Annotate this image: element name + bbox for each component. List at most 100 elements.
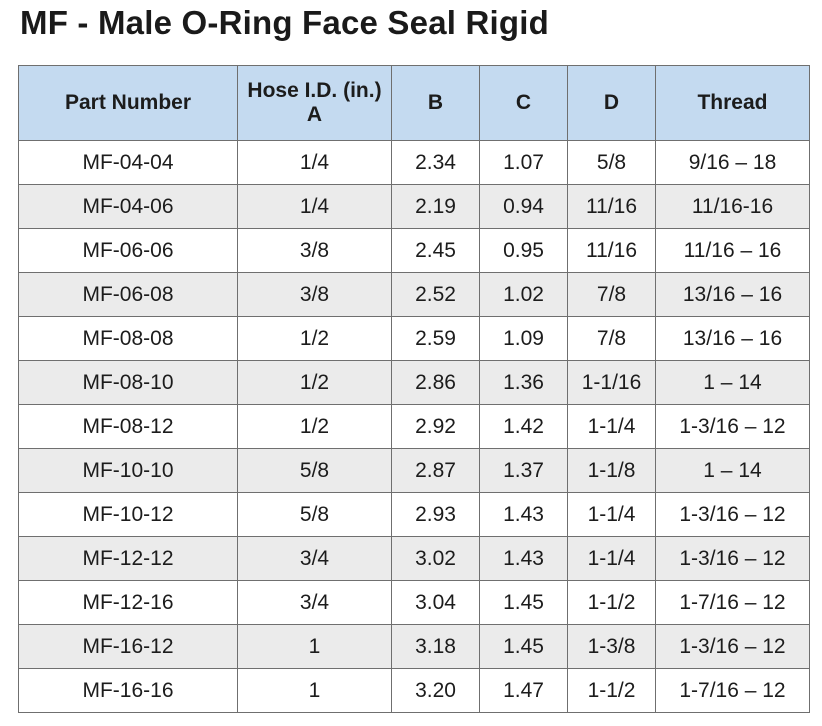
cell-d: 1-1/4 [567,492,656,537]
cell-d: 1-1/4 [567,536,656,581]
cell-part-number: MF-12-16 [18,580,238,625]
cell-b: 2.87 [391,448,480,493]
table-row: MF-08-08 1/2 2.59 1.09 7/8 13/16 – 16 [18,316,810,361]
cell-c: 1.42 [479,404,568,449]
spec-table: Part Number Hose I.D. (in.) A B C D Thre… [18,65,810,713]
cell-hose-id: 1/2 [237,360,392,405]
cell-thread: 1 – 14 [655,448,810,493]
cell-hose-id: 1/2 [237,316,392,361]
cell-d: 1-1/16 [567,360,656,405]
cell-d: 1-1/4 [567,404,656,449]
cell-thread: 1-3/16 – 12 [655,492,810,537]
table-body: MF-04-04 1/4 2.34 1.07 5/8 9/16 – 18 MF-04-06 1… [18,140,810,713]
table-row: MF-08-12 1/2 2.92 1.42 1-1/4 1-3/16 – 12 [18,404,810,449]
header-b: B [391,65,480,141]
cell-b: 3.02 [391,536,480,581]
cell-thread: 11/16 – 16 [655,228,810,273]
cell-thread: 9/16 – 18 [655,140,810,185]
cell-thread: 13/16 – 16 [655,272,810,317]
cell-hose-id: 1 [237,668,392,713]
header-c: C [479,65,568,141]
cell-part-number: MF-04-04 [18,140,238,185]
cell-thread: 1-7/16 – 12 [655,668,810,713]
cell-thread: 1-7/16 – 12 [655,580,810,625]
header-d: D [567,65,656,141]
cell-hose-id: 5/8 [237,492,392,537]
table-row: MF-06-08 3/8 2.52 1.02 7/8 13/16 – 16 [18,272,810,317]
cell-thread: 1-3/16 – 12 [655,624,810,669]
cell-c: 1.09 [479,316,568,361]
table-row: MF-10-10 5/8 2.87 1.37 1-1/8 1 – 14 [18,448,810,493]
table-row: MF-06-06 3/8 2.45 0.95 11/16 11/16 – 16 [18,228,810,273]
cell-d: 1-3/8 [567,624,656,669]
header-thread: Thread [655,65,810,141]
cell-c: 0.95 [479,228,568,273]
cell-b: 2.45 [391,228,480,273]
cell-thread: 1-3/16 – 12 [655,404,810,449]
table-row: MF-16-12 1 3.18 1.45 1-3/8 1-3/16 – 12 [18,624,810,669]
cell-d: 7/8 [567,272,656,317]
header-hose-id-letter: A [306,103,323,126]
cell-part-number: MF-12-12 [18,536,238,581]
cell-part-number: MF-08-08 [18,316,238,361]
cell-b: 3.18 [391,624,480,669]
table-row: MF-12-12 3/4 3.02 1.43 1-1/4 1-3/16 – 12 [18,536,810,581]
cell-d: 1-1/8 [567,448,656,493]
cell-b: 2.52 [391,272,480,317]
cell-part-number: MF-06-08 [18,272,238,317]
cell-b: 3.04 [391,580,480,625]
cell-d: 1-1/2 [567,668,656,713]
cell-hose-id: 1 [237,624,392,669]
cell-part-number: MF-16-16 [18,668,238,713]
table-row: MF-10-12 5/8 2.93 1.43 1-1/4 1-3/16 – 12 [18,492,810,537]
table-row: MF-04-06 1/4 2.19 0.94 11/16 11/16-16 [18,184,810,229]
table-row: MF-04-04 1/4 2.34 1.07 5/8 9/16 – 18 [18,140,810,185]
page-title: MF - Male O-Ring Face Seal Rigid [20,4,549,41]
cell-hose-id: 3/4 [237,580,392,625]
cell-hose-id: 3/8 [237,228,392,273]
cell-hose-id: 1/2 [237,404,392,449]
cell-hose-id: 3/8 [237,272,392,317]
table-row: MF-12-16 3/4 3.04 1.45 1-1/2 1-7/16 – 12 [18,580,810,625]
header-part-number: Part Number [18,65,238,141]
header-row: Part Number Hose I.D. (in.) A B C D Thre… [18,65,810,141]
cell-c: 1.43 [479,492,568,537]
cell-b: 2.59 [391,316,480,361]
cell-c: 0.94 [479,184,568,229]
cell-b: 2.93 [391,492,480,537]
cell-part-number: MF-04-06 [18,184,238,229]
cell-c: 1.43 [479,536,568,581]
table-row: MF-08-10 1/2 2.86 1.36 1-1/16 1 – 14 [18,360,810,405]
cell-d: 11/16 [567,228,656,273]
cell-part-number: MF-08-10 [18,360,238,405]
header-hose-id-label: Hose I.D. (in.) [247,79,382,102]
cell-hose-id: 1/4 [237,184,392,229]
cell-b: 2.34 [391,140,480,185]
cell-thread: 13/16 – 16 [655,316,810,361]
cell-thread: 1-3/16 – 12 [655,536,810,581]
cell-c: 1.45 [479,580,568,625]
cell-hose-id: 1/4 [237,140,392,185]
cell-hose-id: 5/8 [237,448,392,493]
table-header: Part Number Hose I.D. (in.) A B C D Thre… [18,65,810,141]
cell-part-number: MF-06-06 [18,228,238,273]
cell-part-number: MF-10-10 [18,448,238,493]
cell-part-number: MF-10-12 [18,492,238,537]
table-row: MF-16-16 1 3.20 1.47 1-1/2 1-7/16 – 12 [18,668,810,713]
cell-c: 1.47 [479,668,568,713]
cell-d: 7/8 [567,316,656,361]
cell-d: 11/16 [567,184,656,229]
cell-b: 2.19 [391,184,480,229]
cell-part-number: MF-08-12 [18,404,238,449]
cell-c: 1.07 [479,140,568,185]
cell-c: 1.45 [479,624,568,669]
cell-c: 1.36 [479,360,568,405]
cell-b: 2.92 [391,404,480,449]
cell-b: 3.20 [391,668,480,713]
cell-d: 5/8 [567,140,656,185]
cell-thread: 11/16-16 [655,184,810,229]
header-hose-id: Hose I.D. (in.) A [237,65,392,141]
cell-c: 1.02 [479,272,568,317]
cell-thread: 1 – 14 [655,360,810,405]
cell-b: 2.86 [391,360,480,405]
